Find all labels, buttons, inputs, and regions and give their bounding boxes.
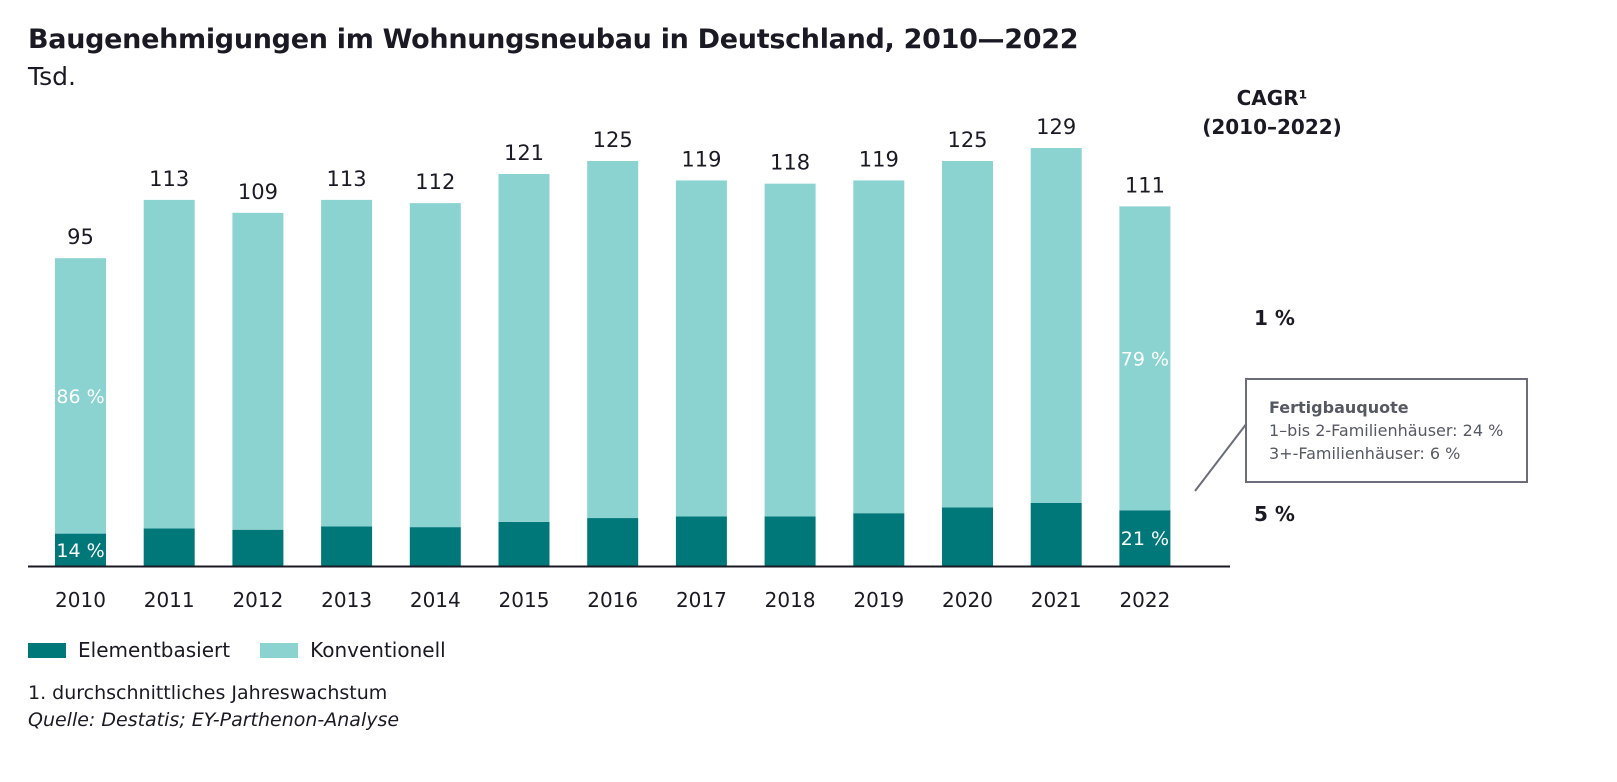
x-tick-label-2014: 2014 [410,588,461,612]
fertigbauquote-callout: Fertigbauquote 1–bis 2-Familienhäuser: 2… [1245,378,1528,483]
cagr-heading-line2: (2010–2022) [1202,115,1342,139]
bar-elementbasiert-2017 [675,516,727,566]
bar-konventionell-2012 [232,212,284,530]
bar-konventionell-2010 [55,258,106,534]
bar-konventionell-2022 [1119,206,1171,511]
bar-elementbasiert-2022 [1119,510,1171,566]
bar-elementbasiert-2014 [409,527,461,566]
legend-item-konventionell: Konventionell [260,638,446,662]
bar-elementbasiert-2013 [321,526,373,566]
cagr-heading: CAGR¹ (2010–2022) [1190,84,1354,142]
bar-konventionell-2021 [1030,148,1082,503]
total-label-2019: 119 [859,147,899,171]
total-label-2022: 111 [1125,173,1165,197]
legend-swatch-elementbasiert [28,642,66,658]
legend-swatch-konventionell [260,642,299,658]
bar-elementbasiert-2012 [232,529,284,566]
cagr-elementbasiert: 5 % [1254,502,1295,526]
cagr-heading-line1: CAGR¹ [1236,86,1308,110]
x-tick-label-2016: 2016 [587,588,638,612]
bar-konventionell-2015 [498,173,550,522]
x-tick-label-2010: 2010 [55,588,106,612]
bar-konventionell-2014 [409,203,461,528]
legend-label-konventionell: Konventionell [310,638,446,662]
bar-elementbasiert-2021 [1030,502,1082,566]
x-tick-label-2015: 2015 [499,588,550,612]
legend: Elementbasiert Konventionell [28,638,476,662]
callout-title: Fertigbauquote [1269,398,1409,417]
callout-line-1: 1–bis 2-Familienhäuser: 24 % [1269,421,1504,440]
segment-label-elementbasiert-2010: 14 % [56,540,104,562]
total-label-2013: 113 [327,167,367,191]
bar-konventionell-2011 [143,199,195,529]
bar-elementbasiert-2011 [143,528,195,566]
bar-konventionell-2017 [675,180,727,517]
x-tick-label-2018: 2018 [765,588,816,612]
bar-elementbasiert-2020 [942,507,993,566]
legend-label-elementbasiert: Elementbasiert [78,638,231,662]
x-tick-label-2020: 2020 [942,588,993,612]
x-tick-label-2019: 2019 [853,588,904,612]
total-label-2021: 129 [1036,115,1076,139]
total-label-2018: 118 [770,151,810,175]
total-label-2014: 112 [415,170,455,194]
segment-label-elementbasiert-2022: 21 % [1121,528,1169,550]
x-tick-label-2017: 2017 [676,588,727,612]
bar-elementbasiert-2016 [587,518,639,566]
total-label-2020: 125 [947,128,987,152]
total-label-2012: 109 [238,180,278,204]
chart-unit: Tsd. [28,62,76,91]
total-label-2011: 113 [149,167,189,191]
total-label-2016: 125 [593,128,633,152]
x-tick-label-2021: 2021 [1031,588,1082,612]
total-label-2017: 119 [681,147,721,171]
chart-title: Baugenehmigungen im Wohnungsneubau in De… [28,24,1079,55]
total-label-2015: 121 [504,141,544,165]
bar-elementbasiert-2010 [55,533,106,566]
source-note: Quelle: Destatis; EY-Parthenon-Analyse [28,709,400,731]
segment-label-konventionell-2010: 86 % [56,386,104,408]
bar-elementbasiert-2019 [853,513,905,566]
callout-connector [1194,422,1248,492]
bar-elementbasiert-2018 [764,516,816,566]
bar-konventionell-2013 [321,199,373,527]
segment-label-konventionell-2022: 79 % [1121,348,1169,370]
x-tick-label-2022: 2022 [1119,588,1170,612]
bar-konventionell-2020 [942,161,993,508]
bar-konventionell-2019 [853,180,905,514]
bar-konventionell-2018 [764,183,816,517]
x-tick-label-2013: 2013 [321,588,372,612]
callout-line-2: 3+-Familienhäuser: 6 % [1269,444,1461,463]
x-tick-label-2012: 2012 [232,588,283,612]
bar-elementbasiert-2015 [498,521,550,566]
footnote: 1. durchschnittliches Jahreswachstum [28,682,388,704]
total-label-2010: 95 [67,225,94,249]
legend-item-elementbasiert: Elementbasiert [28,638,230,662]
bar-konventionell-2016 [587,161,639,519]
cagr-konventionell: 1 % [1254,306,1295,330]
x-tick-label-2011: 2011 [144,588,195,612]
